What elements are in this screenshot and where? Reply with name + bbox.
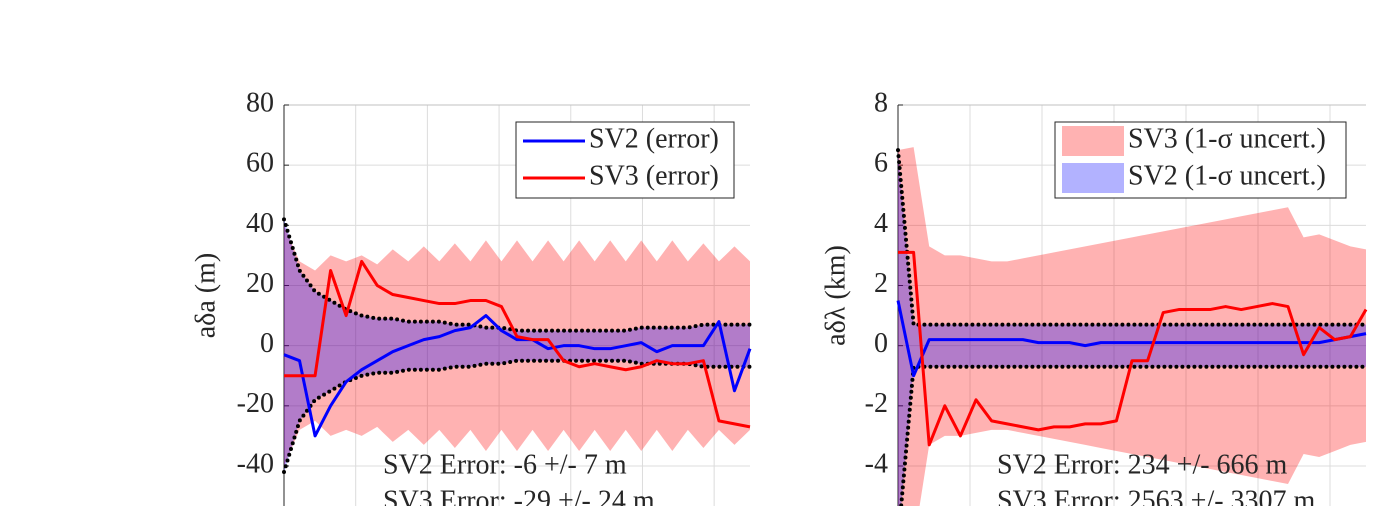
error-line xyxy=(284,259,751,429)
y-tick-label: -4 xyxy=(865,448,888,479)
y-tick-label: 2 xyxy=(874,268,888,299)
legend-box xyxy=(1054,121,1347,199)
uncertainty-band xyxy=(284,225,750,466)
band-edge-dots xyxy=(282,217,752,333)
legend-swatch xyxy=(1062,163,1124,193)
error-line xyxy=(896,300,1367,378)
error-line xyxy=(283,314,752,438)
legend-label: SV3 (1-σ uncert.) xyxy=(1128,123,1326,154)
uncertainty-band xyxy=(898,147,1366,506)
legend-box xyxy=(515,121,735,199)
legend-swatch xyxy=(1062,126,1124,156)
y-tick-label: 6 xyxy=(874,148,888,179)
error-line xyxy=(898,250,1368,447)
legend-label: SV2 (error) xyxy=(589,123,719,154)
y-axis-label: aδa (m) xyxy=(190,253,221,338)
y-tick-label: 0 xyxy=(260,328,274,359)
y-tick-label: 80 xyxy=(246,87,274,118)
y-tick-label: -2 xyxy=(865,388,888,419)
annotation: SV2 Error: -6 +/- 7 m xyxy=(383,449,627,480)
y-axis-label: aδλ (km) xyxy=(820,245,851,346)
y-tick-label: 4 xyxy=(874,208,888,239)
legend-label: SV3 (error) xyxy=(589,160,719,191)
uncertainty-band xyxy=(898,150,1366,506)
y-tick-label: 60 xyxy=(246,148,274,179)
y-tick-label: -20 xyxy=(237,388,274,419)
uncertainty-band xyxy=(284,219,750,473)
annotation: SV3 Error: -29 +/- 24 m xyxy=(383,485,655,506)
y-tick-label: 20 xyxy=(246,268,274,299)
annotation: SV3 Error: 2563 +/- 3307 m xyxy=(997,485,1316,506)
legend-label: SV2 (1-σ uncert.) xyxy=(1128,160,1326,191)
y-tick-label: 0 xyxy=(874,328,888,359)
y-tick-label: 40 xyxy=(246,208,274,239)
y-tick-label: 8 xyxy=(874,87,888,118)
annotation: SV2 Error: 234 +/- 666 m xyxy=(997,449,1288,480)
y-tick-label: -40 xyxy=(237,448,274,479)
